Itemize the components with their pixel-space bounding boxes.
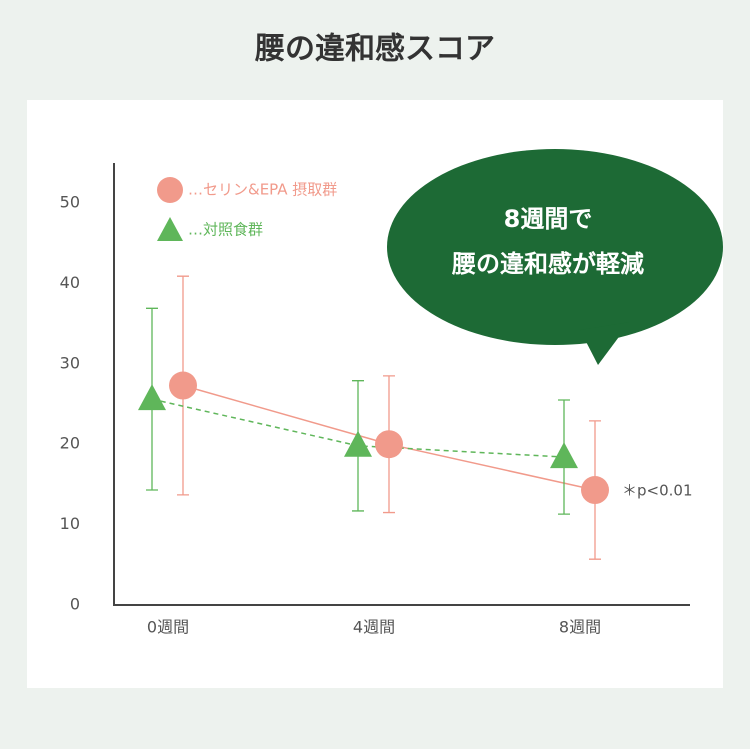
circle-marker xyxy=(581,476,609,505)
callout: 8週間で 腰の違和感が軽減 xyxy=(387,149,723,365)
legend-label: …セリン&EPA 摂取群 xyxy=(188,181,337,199)
triangle-marker xyxy=(138,384,166,411)
x-tick-label: 0週間 xyxy=(147,618,189,637)
x-tick-label: 4週間 xyxy=(353,618,395,637)
y-tick-label: 0 xyxy=(70,595,80,614)
significance-note: ＊p<0.01 xyxy=(622,482,693,500)
circle-marker xyxy=(169,371,197,400)
y-tick-label: 30 xyxy=(60,353,80,372)
callout-text: 8週間で xyxy=(504,205,593,233)
y-tick-label: 10 xyxy=(60,514,80,533)
triangle-marker xyxy=(550,442,578,469)
legend-label: …対照食群 xyxy=(188,221,263,239)
legend-marker xyxy=(157,217,183,241)
y-tick-label: 20 xyxy=(60,434,80,453)
y-tick-label: 50 xyxy=(60,193,80,212)
triangle-marker xyxy=(344,430,372,457)
callout-text: 腰の違和感が軽減 xyxy=(451,250,644,278)
callout-tail xyxy=(580,322,630,365)
y-tick-label: 40 xyxy=(60,273,80,292)
callout-bubble xyxy=(387,149,723,345)
chart-title: 腰の違和感スコア xyxy=(255,32,495,67)
legend-marker xyxy=(157,177,183,203)
x-tick-label: 8週間 xyxy=(559,618,601,637)
circle-marker xyxy=(375,430,403,459)
